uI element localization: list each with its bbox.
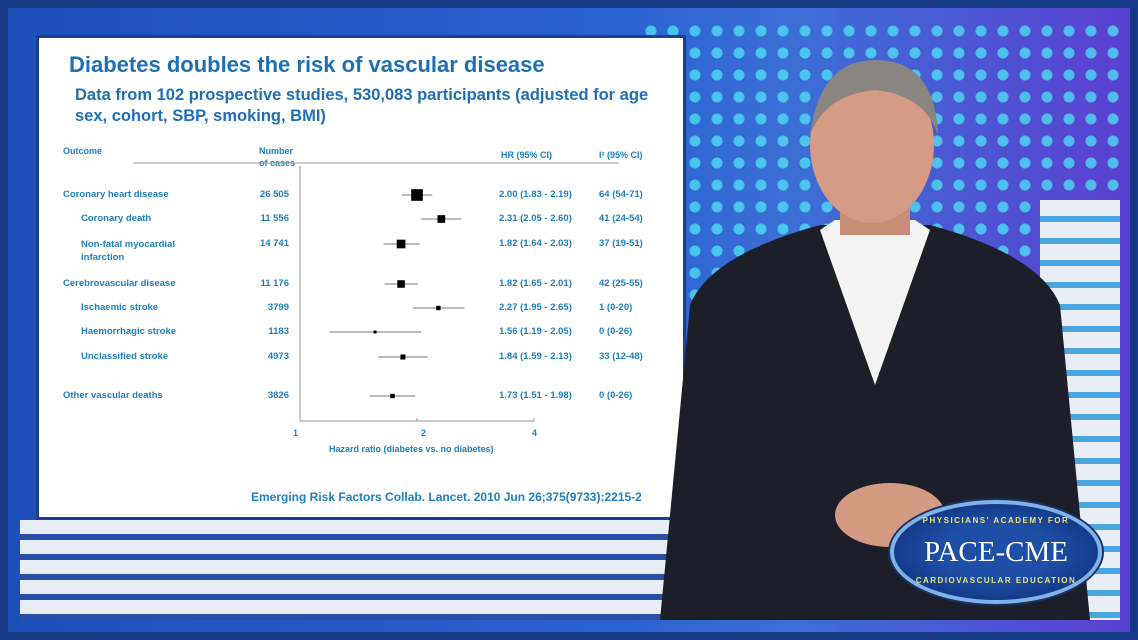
row-cases: 3826 — [267, 390, 289, 401]
row-i2: 64 (54-71) — [599, 189, 643, 200]
row-cases: 14 741 — [259, 238, 289, 249]
row-hr: 1.84 (1.59 - 2.13) — [499, 351, 572, 362]
logo-bottom-text: CARDIOVASCULAR EDUCATION — [915, 576, 1077, 585]
row-i2: 1 (0-20) — [599, 302, 633, 313]
hr-point — [411, 189, 423, 201]
row-outcome: Haemorrhagic stroke — [81, 326, 177, 337]
row-cases: 26 505 — [259, 189, 289, 200]
col-header-cases-1: Number — [259, 146, 294, 156]
tick-label-4: 4 — [532, 428, 538, 438]
row-outcome: Ischaemic stroke — [81, 302, 159, 313]
col-header-outcome: Outcome — [63, 146, 103, 156]
row-cases: 4973 — [267, 351, 289, 362]
row-hr: 1.73 (1.51 - 1.98) — [499, 390, 572, 401]
row-i2: 0 (0-26) — [599, 326, 633, 337]
row-hr: 1.82 (1.64 - 2.03) — [499, 238, 572, 249]
forest-plot — [133, 162, 619, 422]
row-i2: 42 (25-55) — [599, 278, 643, 289]
tick-label-1: 1 — [293, 428, 299, 438]
col-header-i2: I² (95% CI) — [599, 150, 643, 160]
row-cases: 3799 — [267, 302, 289, 313]
x-axis-label: Hazard ratio (diabetes vs. no diabetes) — [329, 444, 494, 454]
row-outcome: Other vascular deaths — [63, 390, 163, 401]
hr-point — [436, 305, 441, 311]
hr-point — [373, 330, 377, 334]
hr-point — [390, 393, 395, 399]
col-header-hr: HR (95% CI) — [501, 150, 553, 160]
hr-point — [397, 280, 405, 288]
row-outcome: Coronary heart disease — [63, 189, 169, 200]
row-hr: 1.82 (1.65 - 2.01) — [499, 278, 572, 289]
hr-point — [437, 215, 446, 223]
background-stripes — [20, 520, 720, 620]
logo-top-text: PHYSICIANS' ACADEMY FOR — [922, 516, 1070, 525]
citation: Emerging Risk Factors Collab. Lancet. 20… — [251, 490, 642, 504]
row-outcome: Non-fatal myocardial infarction — [81, 239, 175, 263]
hr-point — [396, 239, 406, 249]
row-outcome: Cerebrovascular disease — [63, 278, 176, 289]
row-hr: 2.31 (2.05 - 2.60) — [499, 213, 572, 224]
presentation-slide: Diabetes doubles the risk of vascular di… — [36, 35, 686, 520]
hr-point — [400, 354, 406, 360]
row-i2: 0 (0-26) — [599, 390, 633, 401]
row-i2: 33 (12-48) — [599, 351, 643, 362]
row-cases: 1183 — [268, 326, 289, 337]
tick-label-2: 2 — [421, 428, 427, 438]
row-i2: 37 (19-51) — [599, 238, 643, 249]
row-cases: 11 556 — [260, 213, 289, 224]
row-outcome: Unclassified stroke — [81, 351, 169, 362]
row-hr: 1.56 (1.19 - 2.05) — [499, 326, 572, 337]
slide-subtitle: Data from 102 prospective studies, 530,0… — [75, 86, 649, 125]
row-hr: 2.27 (1.95 - 2.65) — [499, 302, 572, 313]
logo-name: PACE-CME — [924, 536, 1068, 568]
slide-title: Diabetes doubles the risk of vascular di… — [69, 52, 545, 77]
row-outcome: Coronary death — [81, 213, 152, 224]
row-cases: 11 176 — [260, 278, 289, 289]
row-i2: 41 (24-54) — [599, 213, 643, 224]
pace-cme-logo: PHYSICIANS' ACADEMY FOR PACE-CME CARDIOV… — [890, 500, 1102, 604]
row-hr: 2.00 (1.83 - 2.19) — [499, 189, 572, 200]
